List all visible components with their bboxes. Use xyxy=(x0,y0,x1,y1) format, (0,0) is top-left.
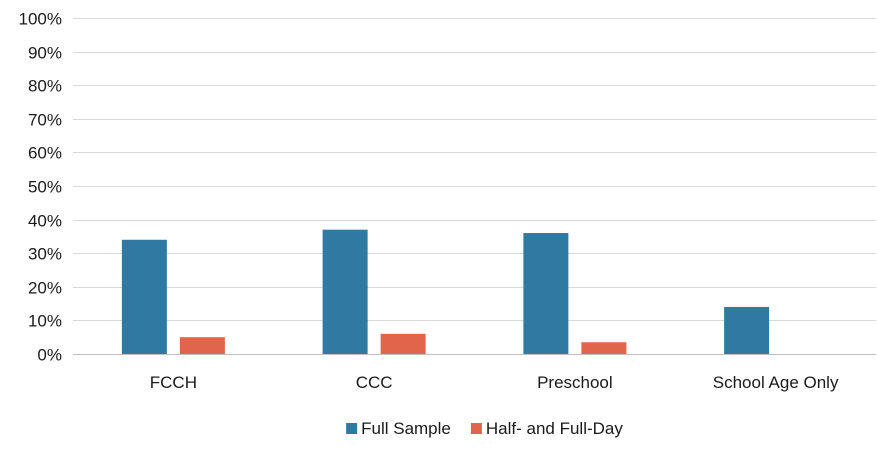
bar-full-sample xyxy=(523,233,569,354)
y-tick-label: 0% xyxy=(37,346,62,365)
y-tick-label: 20% xyxy=(28,279,62,298)
bars xyxy=(121,229,770,354)
y-tick-label: 30% xyxy=(28,245,62,264)
legend-label: Full Sample xyxy=(361,419,451,438)
legend-item: Full Sample xyxy=(346,419,451,438)
bar-half-and-full-day xyxy=(581,342,627,354)
bar-full-sample xyxy=(121,239,167,354)
x-tick-label: CCC xyxy=(356,373,393,392)
bar-half-and-full-day xyxy=(179,337,225,354)
y-tick-label: 40% xyxy=(28,212,62,231)
y-tick-label: 70% xyxy=(28,111,62,130)
x-tick-label: School Age Only xyxy=(713,373,839,392)
y-tick-label: 60% xyxy=(28,144,62,163)
y-tick-label: 10% xyxy=(28,312,62,331)
legend-item: Half- and Full-Day xyxy=(470,419,623,438)
gridlines xyxy=(73,18,876,355)
y-tick-label: 50% xyxy=(28,178,62,197)
legend-swatch xyxy=(346,423,358,434)
bar-half-and-full-day xyxy=(380,333,426,354)
bar-full-sample xyxy=(724,306,770,354)
legend: Full Sample Half- and Full-Day xyxy=(346,419,623,438)
legend-label: Half- and Full-Day xyxy=(486,419,623,438)
bar-full-sample xyxy=(322,229,368,354)
y-tick-label: 80% xyxy=(28,77,62,96)
x-tick-label: Preschool xyxy=(537,373,613,392)
y-axis-tick-labels: 0% 10% 20% 30% 40% 50% 60% 70% 80% 90% 100% xyxy=(19,10,62,365)
x-tick-label: FCCH xyxy=(150,373,197,392)
y-tick-label: 100% xyxy=(19,10,62,29)
legend-swatch xyxy=(470,423,482,434)
x-axis-tick-labels: FCCH CCC Preschool School Age Only xyxy=(150,373,839,392)
y-tick-label: 90% xyxy=(28,44,62,63)
